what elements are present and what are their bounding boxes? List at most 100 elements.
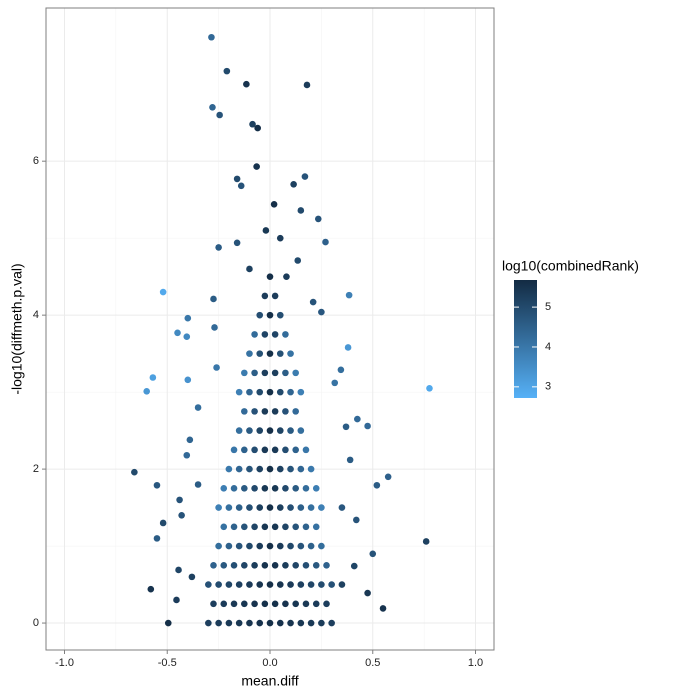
point (344, 344, 352, 351)
point (287, 350, 294, 357)
point (261, 369, 269, 377)
point (251, 523, 258, 531)
point (364, 422, 371, 430)
point (266, 465, 274, 473)
point (131, 468, 138, 476)
point (312, 600, 320, 608)
point (271, 562, 279, 569)
point (254, 124, 261, 132)
point (215, 581, 222, 588)
y-tick-label: 0 (33, 617, 39, 629)
point (338, 504, 346, 511)
point (251, 369, 258, 377)
point (215, 542, 222, 550)
point (235, 427, 243, 434)
point (266, 427, 274, 434)
point (350, 562, 358, 570)
point (153, 535, 161, 542)
point (345, 291, 353, 299)
point (215, 619, 222, 627)
point (294, 257, 302, 264)
point (307, 542, 315, 550)
point (225, 504, 233, 511)
point (186, 436, 194, 444)
point (323, 600, 330, 608)
point (318, 542, 325, 550)
x-tick-label: -1.0 (55, 657, 74, 669)
point (143, 388, 150, 395)
point (246, 619, 253, 627)
x-axis-title: mean.diff (241, 673, 298, 689)
legend-tick-label: 3 (545, 381, 551, 393)
point (287, 504, 294, 511)
point (251, 600, 258, 608)
point (209, 104, 216, 111)
point (297, 581, 305, 588)
point (276, 619, 284, 627)
point (159, 519, 167, 527)
point (256, 619, 264, 627)
point (208, 33, 215, 41)
point (175, 566, 182, 574)
point (307, 581, 315, 588)
x-tick-label: 0.0 (262, 657, 277, 669)
point (164, 619, 172, 627)
point (210, 562, 217, 569)
point (220, 562, 228, 569)
point (276, 504, 284, 511)
point (256, 542, 264, 550)
point (271, 485, 279, 492)
point (290, 180, 297, 188)
point (246, 542, 253, 550)
point (322, 238, 329, 246)
point (369, 550, 377, 558)
point (271, 331, 279, 338)
point (271, 408, 279, 415)
point (261, 331, 269, 338)
point (292, 600, 299, 608)
point (373, 481, 381, 489)
point (297, 427, 305, 434)
point (235, 581, 243, 588)
point (276, 234, 284, 242)
point (276, 311, 284, 319)
point (220, 523, 228, 531)
point (188, 573, 196, 581)
legend-tick-label: 4 (545, 341, 551, 353)
point (149, 374, 157, 381)
point (297, 207, 305, 214)
point (241, 446, 248, 454)
y-tick-label: 6 (33, 155, 39, 167)
point (314, 215, 322, 223)
point (225, 465, 233, 473)
point (241, 408, 248, 415)
legend-tick-label: 5 (545, 301, 551, 313)
y-tick-label: 4 (33, 309, 39, 321)
point (220, 600, 228, 608)
point (312, 562, 320, 569)
point (266, 350, 274, 357)
point (271, 292, 279, 300)
point (307, 465, 315, 473)
point (235, 619, 243, 627)
point (302, 485, 310, 492)
point (246, 465, 253, 473)
point (302, 523, 310, 531)
point (183, 451, 191, 459)
point (292, 446, 299, 454)
point (384, 473, 392, 481)
point (237, 182, 245, 190)
point (282, 446, 289, 454)
point (256, 504, 264, 511)
point (147, 585, 155, 593)
point (312, 523, 320, 531)
point (266, 311, 274, 319)
point (282, 369, 289, 377)
point (243, 80, 250, 88)
point (302, 562, 310, 569)
point (261, 446, 269, 454)
point (249, 120, 256, 128)
point (287, 619, 294, 627)
point (297, 619, 305, 627)
point (215, 244, 222, 251)
